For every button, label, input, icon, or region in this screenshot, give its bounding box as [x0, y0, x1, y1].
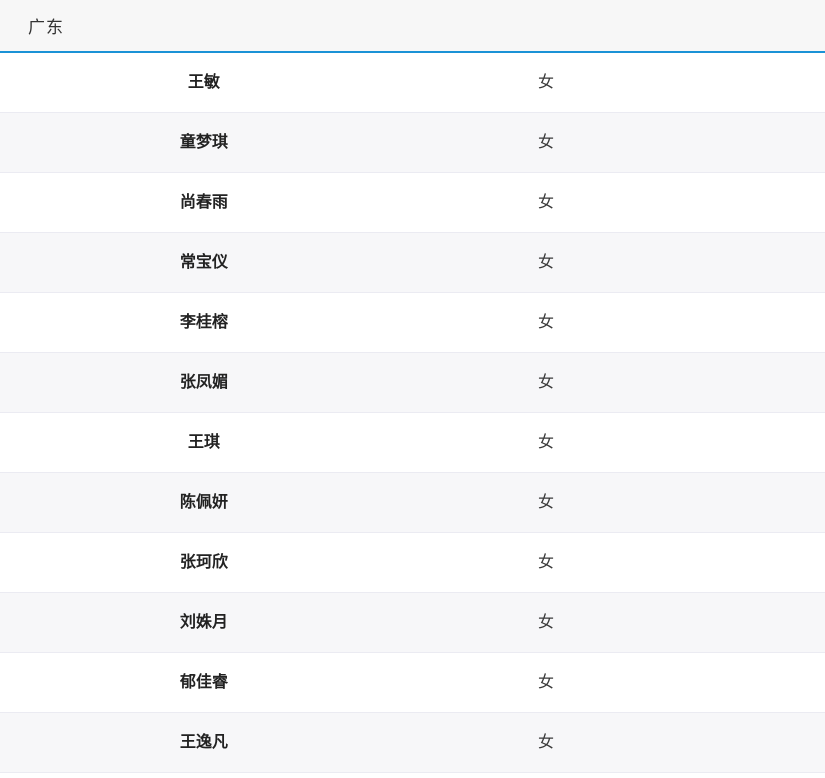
student-gender: 女: [537, 493, 554, 511]
table-row: 郁佳睿 女: [0, 653, 825, 713]
student-name: 张凤媚: [179, 373, 228, 391]
student-name: 王逸凡: [179, 733, 228, 751]
student-name: 童梦琪: [179, 133, 228, 151]
student-name: 刘姝月: [179, 613, 228, 631]
table-row: 王逸凡 女: [0, 713, 825, 773]
student-gender: 女: [537, 313, 554, 331]
student-gender: 女: [537, 373, 554, 391]
student-gender: 女: [537, 553, 554, 571]
student-name: 郁佳睿: [179, 673, 228, 691]
student-gender: 女: [537, 613, 554, 631]
student-name: 王敏: [187, 73, 220, 91]
student-gender: 女: [537, 433, 554, 451]
student-name: 陈佩妍: [179, 493, 228, 511]
student-gender: 女: [537, 733, 554, 751]
table-row: 尚春雨 女: [0, 173, 825, 233]
table-row: 张珂欣 女: [0, 533, 825, 593]
student-gender: 女: [537, 133, 554, 151]
table-row: 张凤媚 女: [0, 353, 825, 413]
student-table: 王敏 女 童梦琪 女 尚春雨 女 常宝仪 女 李桂榕 女 张凤媚 女: [0, 53, 825, 773]
group-header: 广东: [0, 0, 825, 53]
table-row: 常宝仪 女: [0, 233, 825, 293]
table-row: 刘姝月 女: [0, 593, 825, 653]
student-name: 张珂欣: [179, 553, 228, 571]
table-row: 童梦琪 女: [0, 113, 825, 173]
table-row: 李桂榕 女: [0, 293, 825, 353]
student-name: 常宝仪: [179, 253, 228, 271]
table-row: 王琪 女: [0, 413, 825, 473]
student-gender: 女: [537, 673, 554, 691]
student-name: 李桂榕: [179, 313, 228, 331]
group-title: 广东: [28, 18, 64, 37]
student-gender: 女: [537, 193, 554, 211]
student-name: 尚春雨: [179, 193, 228, 211]
student-gender: 女: [537, 253, 554, 271]
table-row: 王敏 女: [0, 53, 825, 113]
student-gender: 女: [537, 73, 554, 91]
student-name: 王琪: [187, 433, 220, 451]
table-row: 陈佩妍 女: [0, 473, 825, 533]
